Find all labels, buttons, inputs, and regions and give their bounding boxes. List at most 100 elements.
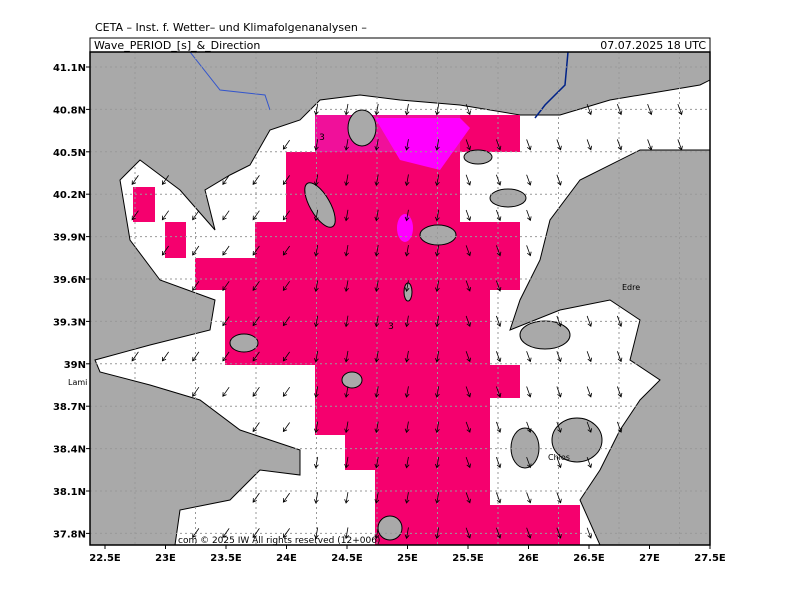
arrow [252, 386, 260, 397]
arrow [404, 209, 410, 222]
arrow [313, 492, 319, 504]
arrow [222, 281, 230, 291]
copyright: com © 2025 IW All rights reserved (12+00… [178, 536, 380, 546]
arrow [556, 139, 562, 151]
arrow [222, 351, 230, 362]
arrow [313, 280, 319, 292]
lat-label: 39N [64, 360, 86, 371]
place-label: Chios [548, 453, 570, 462]
lon-label: 24.5E [331, 553, 363, 564]
arrow [344, 315, 349, 328]
direction-arrows [131, 103, 683, 540]
arrow [434, 174, 440, 187]
lat-label: 38.7N [53, 402, 86, 413]
field-cell [375, 505, 580, 545]
island [510, 427, 540, 469]
arrow [647, 139, 653, 151]
arrow [586, 386, 593, 398]
arrow [616, 386, 623, 398]
arrow [616, 103, 623, 116]
field-cell [133, 187, 155, 222]
arrow [465, 174, 472, 186]
arrow [192, 210, 200, 221]
arrow [495, 315, 502, 327]
arrow [526, 492, 532, 504]
arrow [495, 351, 502, 363]
arrow [434, 456, 440, 469]
arrow [192, 528, 200, 539]
arrow [192, 351, 200, 362]
arrow [465, 315, 472, 327]
arrow [161, 210, 169, 221]
arrow [344, 492, 349, 504]
arrow [556, 351, 562, 363]
arrow [465, 386, 472, 398]
arrow [344, 174, 349, 187]
arrow [282, 210, 290, 221]
arrow [404, 315, 410, 328]
arrow [677, 139, 683, 151]
arrow [374, 421, 380, 434]
arrow [465, 492, 472, 504]
arrow [374, 456, 380, 469]
arrow [556, 174, 562, 186]
arrow [252, 422, 260, 433]
arrow [434, 280, 440, 292]
arrow [556, 527, 562, 539]
arrow [404, 456, 410, 469]
river [189, 52, 271, 111]
arrow [374, 245, 380, 257]
lat-label: 40.2N [53, 190, 86, 201]
arrow [374, 139, 380, 151]
arrow [526, 351, 532, 363]
lon-label: 27.5E [694, 553, 726, 564]
arrow [616, 315, 623, 327]
field-cell [225, 290, 490, 365]
arrow [192, 386, 200, 397]
arrow [495, 527, 502, 539]
arrow [344, 386, 349, 398]
arrow [434, 421, 440, 434]
field-max [397, 214, 413, 242]
arrow [313, 315, 319, 328]
arrow [434, 245, 440, 257]
arrow [374, 174, 380, 187]
arrow [374, 315, 380, 328]
lat-label: 39.9N [53, 233, 86, 244]
map-datetime: 07.07.2025 18 UTC [600, 39, 706, 52]
arrow [586, 456, 593, 469]
arrow [677, 103, 683, 116]
island [463, 149, 493, 165]
arrow [465, 280, 472, 292]
lat-label: 38.1N [53, 487, 86, 498]
arrow [344, 103, 349, 116]
arrow [313, 245, 319, 257]
arrow [495, 492, 502, 504]
arrow [313, 209, 319, 222]
arrow [647, 103, 653, 116]
map-frame [89, 51, 711, 546]
arrow [313, 421, 319, 434]
arrow [282, 245, 290, 256]
lon-label: 27E [639, 553, 660, 564]
arrow [465, 209, 472, 222]
arrow [556, 456, 562, 469]
arrow [222, 386, 230, 397]
arrow [344, 280, 349, 292]
island [229, 333, 259, 353]
island [341, 371, 363, 389]
axes: 22.5E 23E 23.5E 24E 24.5E 25E 25.5E 26E 26.5E 27E… [53, 63, 726, 564]
arrow [222, 316, 230, 327]
arrow [252, 281, 260, 291]
arrow [465, 245, 472, 257]
arrow [222, 245, 230, 256]
arrow [616, 139, 623, 151]
arrow [586, 351, 593, 363]
arrow [465, 456, 472, 469]
arrow [404, 245, 410, 257]
arrow [526, 209, 532, 222]
field-cell [195, 258, 255, 290]
island [419, 224, 457, 246]
arrow [556, 386, 562, 398]
